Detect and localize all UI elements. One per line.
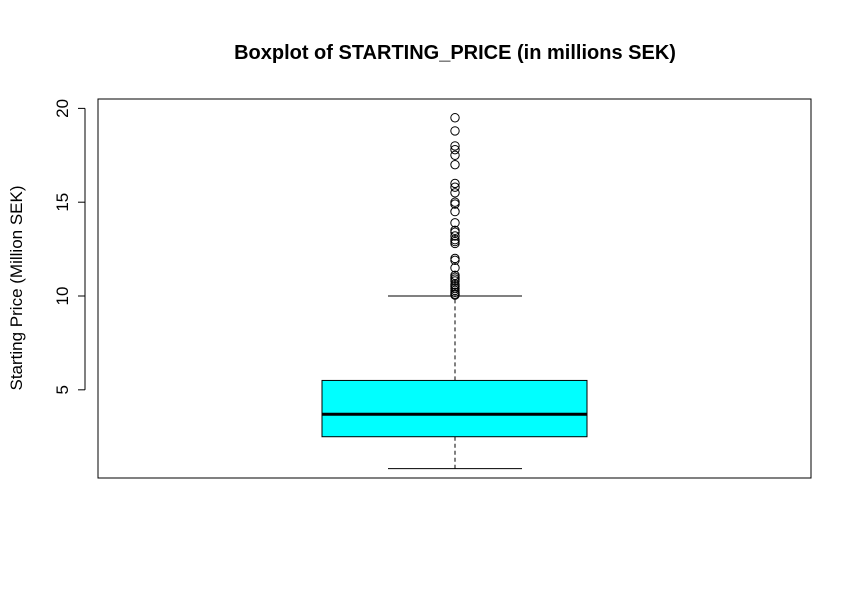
outlier-point xyxy=(450,126,460,136)
outlier-point xyxy=(450,218,460,228)
outlier-point xyxy=(450,270,460,281)
outlier-point xyxy=(450,280,460,290)
y-tick-label-10: 10 xyxy=(53,287,72,306)
outlier-point xyxy=(450,197,460,207)
outlier-point xyxy=(450,141,460,151)
outlier-point xyxy=(450,113,460,123)
outlier-point xyxy=(450,235,460,245)
outlier-point xyxy=(450,225,460,236)
outlier-point xyxy=(450,206,460,217)
outlier-point xyxy=(450,182,460,192)
y-tick-label-15: 15 xyxy=(53,193,72,212)
y-tick-label-20: 20 xyxy=(53,99,72,118)
outlier-points xyxy=(450,113,460,300)
outlier-point xyxy=(450,188,460,198)
plot-frame xyxy=(97,98,812,479)
y-axis-label: Starting Price (Million SEK) xyxy=(7,185,26,390)
y-axis: 5 10 15 20 xyxy=(53,99,86,395)
y-tick-label-5: 5 xyxy=(53,385,72,394)
outlier-point xyxy=(450,253,460,264)
chart-title: Boxplot of STARTING_PRICE (in millions S… xyxy=(234,42,676,64)
outlier-point xyxy=(450,178,460,189)
outlier-point xyxy=(450,231,460,241)
outlier-point xyxy=(450,263,460,273)
iqr-box xyxy=(321,379,588,438)
outlier-point xyxy=(450,144,460,155)
outlier-point xyxy=(450,150,460,160)
outlier-point xyxy=(450,159,460,170)
boxplot xyxy=(321,295,588,470)
